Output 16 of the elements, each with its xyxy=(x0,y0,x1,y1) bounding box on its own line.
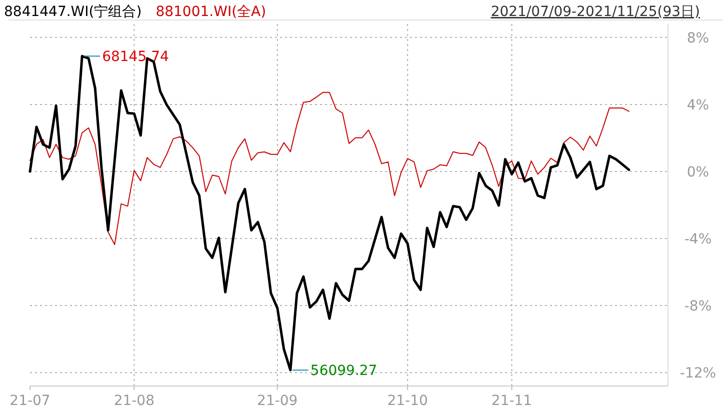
text: 8841447.WI(宁组合) xyxy=(4,4,142,20)
annotation: 68145.74 xyxy=(102,49,169,66)
y-tick-label: 0% xyxy=(686,164,710,180)
x-tick-label: 21-10 xyxy=(387,393,428,409)
y-tick-label: -4% xyxy=(684,232,712,248)
chart-subtitle: 2021/07/09-2021/11/25(93日) xyxy=(490,4,700,20)
y-tick-label: 8% xyxy=(686,30,710,46)
x-tick-label: 21-11 xyxy=(491,393,532,409)
y-tick-label: 4% xyxy=(686,97,710,114)
y-tick-label: -12% xyxy=(680,366,716,382)
x-tick-label: 21-07 xyxy=(10,393,50,409)
x-tick-label: 21-08 xyxy=(114,393,155,409)
annotation: 56099.27 xyxy=(310,363,378,380)
y-tick-label: -8% xyxy=(684,298,712,315)
x-tick-label: 21-09 xyxy=(257,393,298,409)
text: 881001.WI(全A) xyxy=(156,4,266,20)
